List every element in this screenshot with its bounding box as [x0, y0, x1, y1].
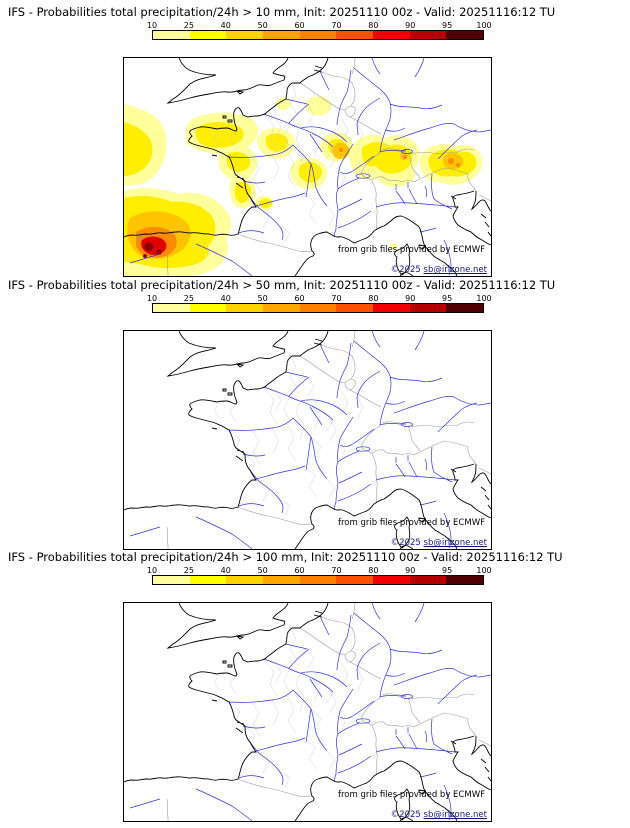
scale-tick: 50 — [257, 566, 268, 575]
scale-tick: 60 — [294, 294, 305, 303]
scale-ticks: 10 25 40 50 60 70 80 90 95 100 — [147, 566, 492, 575]
scale-tick: 80 — [368, 294, 379, 303]
scale-segment — [336, 576, 374, 584]
map-france: from grib files provided by ECMWF ©2025 … — [123, 602, 492, 822]
scale-tick: 90 — [405, 566, 416, 575]
scale-segment — [446, 304, 484, 312]
scale-tick: 40 — [220, 21, 231, 30]
scale-tick: 95 — [442, 294, 453, 303]
scale-tick: 80 — [368, 21, 379, 30]
scale-tick: 40 — [220, 566, 231, 575]
color-scale-bar — [152, 303, 484, 313]
panel-precip-gt-50mm: IFS - Probabilities total precipitation/… — [0, 273, 630, 550]
copyright-link[interactable]: sb@irizone.net — [423, 538, 487, 548]
scale-segment — [409, 31, 447, 39]
map-svg — [124, 58, 491, 276]
scale-tick: 10 — [146, 294, 158, 303]
scale-segment — [299, 576, 337, 584]
scale-tick: 60 — [294, 21, 305, 30]
scale-segment — [189, 31, 227, 39]
scale-tick: 100 — [476, 21, 492, 30]
scale-tick: 70 — [331, 294, 342, 303]
scale-ticks: 10 25 40 50 60 70 80 90 95 100 — [147, 21, 492, 30]
scale-segment — [299, 304, 337, 312]
scale-segment — [336, 304, 374, 312]
map-france: from grib files provided by ECMWF ©2025 … — [123, 57, 492, 277]
scale-segment — [299, 31, 337, 39]
scale-segment — [153, 304, 190, 312]
scale-tick: 95 — [442, 21, 453, 30]
map-svg — [124, 603, 491, 821]
copyright-prefix: ©2025 — [390, 538, 424, 548]
scale-ticks: 10 25 40 50 60 70 80 90 95 100 — [147, 294, 492, 303]
scale-segment — [226, 576, 264, 584]
scale-segment — [226, 31, 264, 39]
scale-tick: 100 — [476, 566, 492, 575]
copyright-link[interactable]: sb@irizone.net — [423, 810, 487, 820]
scale-segment — [409, 304, 447, 312]
scale-tick: 70 — [331, 566, 342, 575]
scale-segment — [446, 31, 484, 39]
scale-segment — [226, 304, 264, 312]
scale-tick: 10 — [146, 566, 158, 575]
scale-segment — [263, 31, 300, 39]
panel-title: IFS - Probabilities total precipitation/… — [8, 278, 556, 292]
scale-segment — [373, 576, 410, 584]
map-svg — [124, 331, 491, 549]
panel-precip-gt-100mm: IFS - Probabilities total precipitation/… — [0, 545, 630, 828]
scale-tick: 90 — [405, 21, 416, 30]
color-scale-legend: 10 25 40 50 60 70 80 90 95 100 — [147, 294, 492, 313]
color-scale-legend: 10 25 40 50 60 70 80 90 95 100 — [147, 21, 492, 40]
scale-segment — [189, 576, 227, 584]
scale-segment — [409, 576, 447, 584]
scale-tick: 10 — [146, 21, 158, 30]
scale-tick: 25 — [183, 566, 194, 575]
scale-segment — [263, 576, 300, 584]
scale-segment — [189, 304, 227, 312]
color-scale-bar — [152, 30, 484, 40]
scale-tick: 50 — [257, 21, 268, 30]
scale-tick: 25 — [183, 21, 194, 30]
scale-tick: 50 — [257, 294, 268, 303]
credit-ecmwf: from grib files provided by ECMWF — [338, 790, 485, 800]
scale-tick: 25 — [183, 294, 194, 303]
scale-tick: 80 — [368, 566, 379, 575]
scale-segment — [263, 304, 300, 312]
copyright-prefix: ©2025 — [390, 810, 424, 820]
scale-tick: 60 — [294, 566, 305, 575]
scale-segment — [153, 576, 190, 584]
scale-segment — [153, 31, 190, 39]
copyright-link[interactable]: sb@irizone.net — [423, 265, 487, 275]
color-scale-bar — [152, 575, 484, 585]
copyright-prefix: ©2025 — [390, 265, 424, 275]
scale-segment — [446, 576, 484, 584]
panel-title: IFS - Probabilities total precipitation/… — [8, 550, 563, 564]
scale-segment — [373, 304, 410, 312]
scale-tick: 40 — [220, 294, 231, 303]
credit-ecmwf: from grib files provided by ECMWF — [338, 245, 485, 255]
copyright-line: ©2025 sb@irizone.net — [391, 538, 487, 548]
copyright-line: ©2025 sb@irizone.net — [391, 810, 487, 820]
scale-segment — [336, 31, 374, 39]
scale-tick: 100 — [476, 294, 492, 303]
color-scale-legend: 10 25 40 50 60 70 80 90 95 100 — [147, 566, 492, 585]
scale-tick: 95 — [442, 566, 453, 575]
panel-precip-gt-10mm: IFS - Probabilities total precipitation/… — [0, 0, 630, 277]
scale-tick: 90 — [405, 294, 416, 303]
scale-tick: 70 — [331, 21, 342, 30]
copyright-line: ©2025 sb@irizone.net — [391, 265, 487, 275]
panel-title: IFS - Probabilities total precipitation/… — [8, 5, 556, 19]
credit-ecmwf: from grib files provided by ECMWF — [338, 518, 485, 528]
scale-segment — [373, 31, 410, 39]
map-france: from grib files provided by ECMWF ©2025 … — [123, 330, 492, 550]
